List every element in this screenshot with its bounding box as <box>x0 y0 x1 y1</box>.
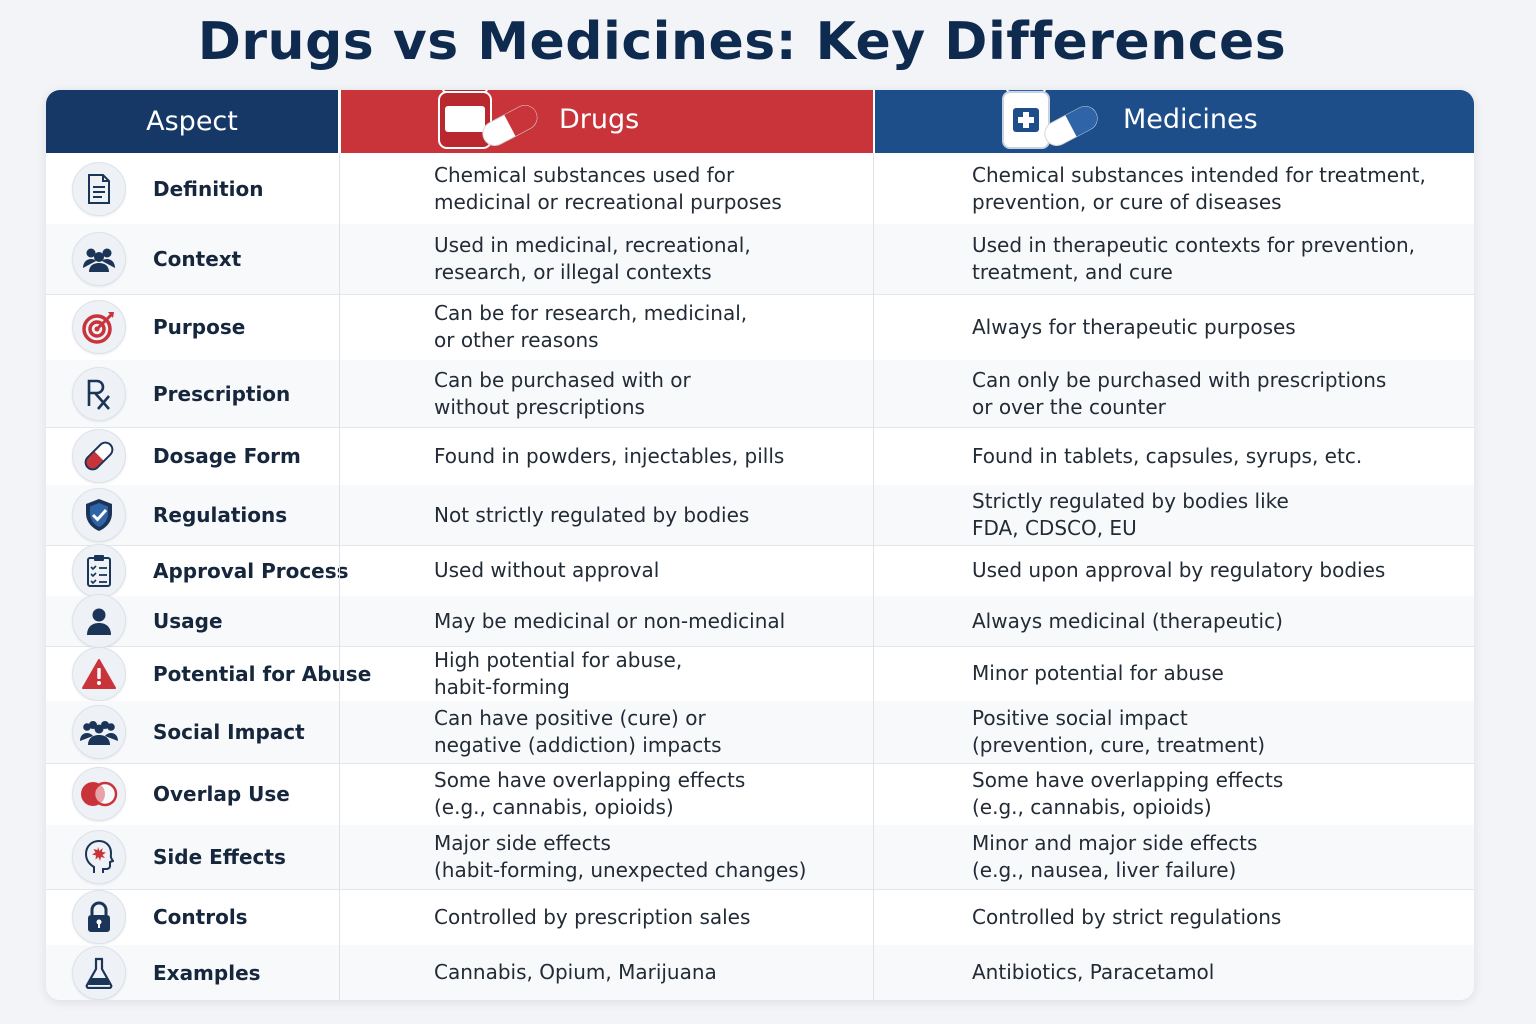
medicines-cell: Found in tablets, capsules, syrups, etc. <box>972 443 1363 468</box>
drugs-cell: Controlled by prescription sales <box>434 904 751 929</box>
medicines-cell: Chemical substances intended for treatme… <box>972 162 1426 214</box>
table-row: Purpose Can be for research, medicinal, … <box>46 294 1474 361</box>
rx-icon <box>72 366 126 421</box>
header-drugs: Drugs <box>341 90 873 153</box>
medicines-cell: Minor potential for abuse <box>972 661 1224 685</box>
aspect-label: Prescription <box>153 381 291 406</box>
medicines-cell: Minor and major side effects (e.g., naus… <box>972 831 1258 882</box>
flask-icon <box>72 945 126 1000</box>
overlap-circles-icon <box>72 767 126 821</box>
aspect-label: Side Effects <box>153 845 286 869</box>
medicines-cell: Controlled by strict regulations <box>972 904 1282 929</box>
medicines-cell: Some have overlapping effects (e.g., can… <box>972 768 1284 819</box>
aspect-label: Overlap Use <box>153 782 290 806</box>
drugs-cell: Chemical substances used for medicinal o… <box>434 162 782 214</box>
column-divider <box>873 153 874 1000</box>
drugs-cell: Major side effects (habit-forming, unexp… <box>434 831 807 882</box>
aspect-label: Social Impact <box>153 720 305 744</box>
medicines-cell: Always for therapeutic purposes <box>972 314 1296 339</box>
header-medicines-label: Medicines <box>1123 104 1258 135</box>
community-icon <box>72 705 126 759</box>
table-row: Controls Controlled by prescription sale… <box>46 889 1474 946</box>
medicines-cell: Can only be purchased with prescriptions… <box>972 367 1387 419</box>
aspect-label: Regulations <box>153 503 288 527</box>
drugs-cell: Cannabis, Opium, Marijuana <box>434 960 717 984</box>
drugs-cell: Can have positive (cure) or negative (ad… <box>434 706 722 757</box>
medicines-cell: Strictly regulated by bodies like FDA, C… <box>972 489 1289 540</box>
medicine-bottle-capsule-icon <box>1001 90 1105 159</box>
capsule-icon <box>72 429 126 483</box>
drugs-cell: Used without approval <box>434 558 660 582</box>
aspect-label: Context <box>153 247 242 271</box>
table-row: Usage May be medicinal or non-medicinal … <box>46 594 1474 648</box>
column-divider <box>339 153 340 1000</box>
table-row: Potential for Abuse High potential for a… <box>46 646 1474 702</box>
padlock-icon <box>72 890 126 944</box>
person-icon <box>72 594 126 648</box>
drugs-cell: Some have overlapping effects (e.g., can… <box>434 768 746 819</box>
aspect-label: Controls <box>153 905 248 929</box>
document-icon <box>72 161 126 216</box>
table-row: Regulations Not strictly regulated by bo… <box>46 485 1474 546</box>
medicines-cell: Positive social impact (prevention, cure… <box>972 706 1266 757</box>
aspect-label: Examples <box>153 960 261 985</box>
drugs-cell: Found in powders, injectables, pills <box>434 443 785 468</box>
aspect-label: Definition <box>153 176 264 201</box>
table-row: Context Used in medicinal, recreational,… <box>46 224 1474 295</box>
table-row: Prescription Can be purchased with or wi… <box>46 360 1474 428</box>
target-icon <box>72 300 126 354</box>
drugs-cell: Not strictly regulated by bodies <box>434 502 750 527</box>
comparison-table: Aspect Drugs <box>46 90 1474 1000</box>
drug-bottle-capsule-icon <box>437 90 541 159</box>
medicines-cell: Antibiotics, Paracetamol <box>972 960 1215 984</box>
drugs-cell: Can be purchased with or without prescri… <box>434 367 691 419</box>
page-title: Drugs vs Medicines: Key Differences <box>197 12 1287 72</box>
head-burst-icon <box>72 830 126 884</box>
medicines-cell: Used upon approval by regulatory bodies <box>972 558 1386 582</box>
table-row: Side Effects Major side effects (habit-f… <box>46 825 1474 890</box>
header-aspect-label: Aspect <box>146 106 238 137</box>
table-row: Approval Process Used without approval U… <box>46 543 1474 598</box>
header-medicines: Medicines <box>875 90 1474 153</box>
table-row: Overlap Use Some have overlapping effect… <box>46 763 1474 826</box>
drugs-cell: Used in medicinal, recreational, researc… <box>434 233 751 284</box>
drugs-cell: Can be for research, medicinal, or other… <box>434 301 748 352</box>
clipboard-checklist-icon <box>72 543 126 598</box>
aspect-label: Potential for Abuse <box>153 661 372 686</box>
table-row: Social Impact Can have positive (cure) o… <box>46 701 1474 764</box>
medicines-cell: Always medicinal (therapeutic) <box>972 608 1283 633</box>
header-drugs-label: Drugs <box>559 104 640 135</box>
people-group-icon <box>72 232 126 286</box>
header-aspect: Aspect <box>46 90 338 153</box>
aspect-label: Approval Process <box>153 558 349 583</box>
drugs-cell: High potential for abuse, habit-forming <box>434 647 683 699</box>
table-row: Examples Cannabis, Opium, Marijuana Anti… <box>46 945 1474 1000</box>
medicines-cell: Used in therapeutic contexts for prevent… <box>972 233 1416 284</box>
aspect-label: Dosage Form <box>153 444 301 468</box>
aspect-label: Purpose <box>153 315 246 339</box>
table-row: Dosage Form Found in powders, injectable… <box>46 427 1474 486</box>
warning-icon <box>72 646 126 701</box>
drugs-cell: May be medicinal or non-medicinal <box>434 608 786 633</box>
table-row: Definition Chemical substances used for … <box>46 153 1474 225</box>
shield-check-icon <box>72 488 126 542</box>
aspect-label: Usage <box>153 609 223 633</box>
